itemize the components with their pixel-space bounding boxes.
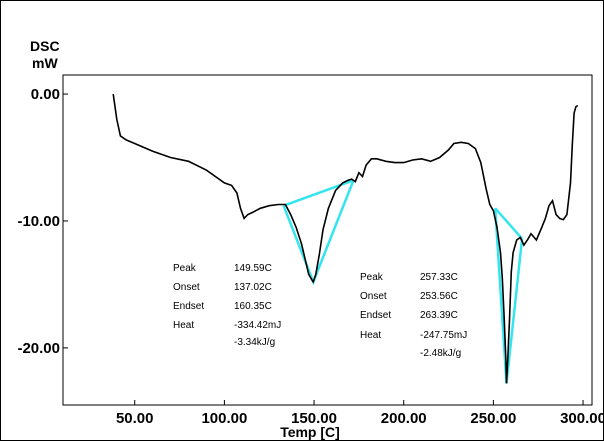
annotation-label: Heat [173, 320, 194, 331]
peak-baseline-line [494, 207, 524, 240]
annotation-label: Onset [173, 282, 200, 293]
annotation-extra: -2.48kJ/g [420, 348, 461, 359]
x-tick-label: 50.00 [116, 410, 154, 427]
axis-ticks [63, 93, 584, 405]
annotation-value: 160.35C [234, 301, 272, 312]
peak-annotation-2: Peak 257.33C Onset 253.56C Endset 263.39… [360, 272, 467, 359]
dsc-curve [112, 93, 579, 384]
x-tick-label: 250.00 [470, 410, 516, 427]
y-tick-label: -10.00 [17, 213, 60, 230]
annotation-value: -334.42mJ [234, 320, 281, 331]
annotation-extra: -3.34kJ/g [234, 337, 275, 348]
annotation-label: Peak [360, 272, 384, 283]
annotation-value: 149.59C [234, 263, 272, 274]
x-tick-label: 200.00 [381, 410, 427, 427]
annotation-label: Peak [173, 263, 197, 274]
peak-annotation-1: Peak 149.59C Onset 137.02C Endset 160.35… [173, 263, 281, 348]
annotation-label: Heat [360, 330, 381, 341]
annotation-value: 257.33C [420, 272, 458, 283]
annotation-value: 137.02C [234, 282, 272, 293]
y-axis-label-line2: mW [32, 55, 58, 71]
y-tick-label: -20.00 [17, 340, 60, 357]
annotation-value: -247.75mJ [420, 330, 467, 341]
annotation-value: 263.39C [420, 310, 458, 321]
y-tick-label: 0.00 [31, 86, 60, 103]
x-axis-label: Temp [C] [280, 424, 340, 440]
peak-baselines [282, 179, 524, 384]
annotation-label: Onset [360, 291, 387, 302]
annotation-label: Endset [360, 310, 391, 321]
x-tick-label: 150.00 [291, 410, 337, 427]
peak-baseline-line [282, 179, 355, 286]
peak-baseline-line [283, 179, 354, 207]
x-tick-label: 100.00 [201, 410, 247, 427]
annotation-value: 253.56C [420, 291, 458, 302]
annotation-label: Endset [173, 301, 204, 312]
y-axis-label-line1: DSC [30, 38, 60, 54]
plot-area [62, 74, 593, 406]
x-tick-label: 300.00 [560, 410, 604, 427]
